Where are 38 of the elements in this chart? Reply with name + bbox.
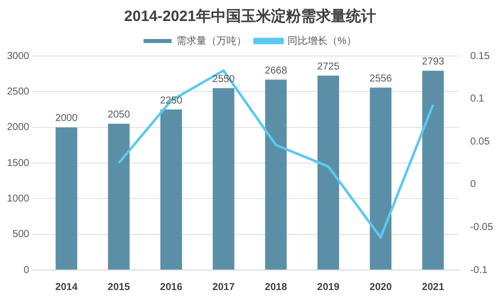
y-tick-label: 3000 <box>6 50 30 62</box>
data-label: 2668 <box>264 65 288 76</box>
y-tick-label: 1000 <box>6 193 30 204</box>
bar <box>108 124 130 270</box>
data-label: 2050 <box>108 110 130 121</box>
bar <box>265 80 287 270</box>
y2-tick-label: 0.15 <box>470 50 490 62</box>
x-tick-label: 2018 <box>264 282 288 293</box>
bar <box>212 88 234 270</box>
y2-tick-label: 0.1 <box>470 94 485 105</box>
x-tick-label: 2016 <box>160 282 183 293</box>
y2-tick-label: 0.05 <box>470 136 490 148</box>
data-label: 2725 <box>317 61 340 72</box>
x-tick-label: 2019 <box>317 282 340 293</box>
bar <box>317 76 340 270</box>
x-tick-label: 2017 <box>212 282 236 293</box>
bar <box>370 88 392 270</box>
chart-title: 2014-2021年中国玉米淀粉需求量统计 <box>124 7 376 26</box>
y2-tick-label: 0 <box>470 179 476 190</box>
y-tick-label: 1500 <box>6 158 30 169</box>
x-tick-label: 2021 <box>422 282 445 293</box>
y-tick-label: 0 <box>24 264 30 276</box>
legend-label: 同比增长（%） <box>288 34 356 47</box>
bar <box>422 70 444 270</box>
y2-tick-label: -0.05 <box>470 222 494 233</box>
y-tick-label: 500 <box>12 229 30 240</box>
data-label: 2000 <box>55 113 78 124</box>
bar <box>56 127 78 270</box>
y-tick-label: 2000 <box>6 122 30 134</box>
data-label: 2793 <box>422 56 445 68</box>
x-tick-label: 2015 <box>108 282 130 293</box>
legend-label: 需求量（万吨） <box>176 34 247 47</box>
y2-tick-label: -0.1 <box>470 264 488 276</box>
x-tick-label: 2014 <box>55 282 78 293</box>
y-tick-label: 2500 <box>6 86 30 98</box>
data-label: 2556 <box>370 73 392 84</box>
x-tick-label: 2020 <box>370 282 392 293</box>
bar <box>160 110 182 270</box>
